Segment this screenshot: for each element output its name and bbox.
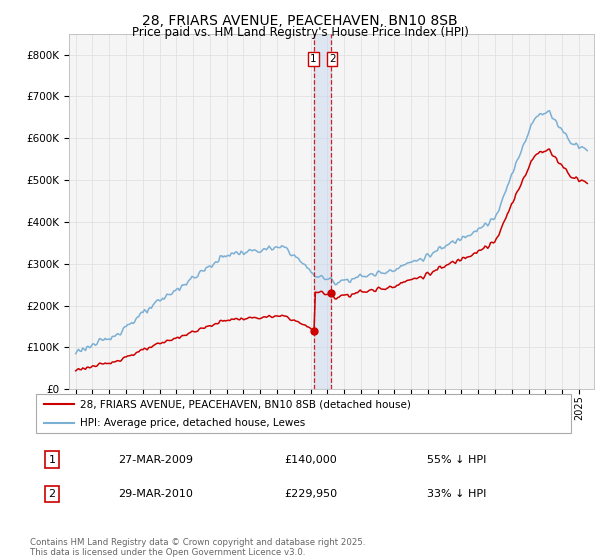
FancyBboxPatch shape bbox=[35, 394, 571, 433]
Text: 28, FRIARS AVENUE, PEACEHAVEN, BN10 8SB: 28, FRIARS AVENUE, PEACEHAVEN, BN10 8SB bbox=[142, 14, 458, 28]
Text: HPI: Average price, detached house, Lewes: HPI: Average price, detached house, Lewe… bbox=[80, 418, 305, 428]
Text: £229,950: £229,950 bbox=[284, 489, 337, 500]
Text: Price paid vs. HM Land Registry's House Price Index (HPI): Price paid vs. HM Land Registry's House … bbox=[131, 26, 469, 39]
Text: 1: 1 bbox=[49, 455, 56, 465]
Text: 55% ↓ HPI: 55% ↓ HPI bbox=[427, 455, 487, 465]
Text: 33% ↓ HPI: 33% ↓ HPI bbox=[427, 489, 487, 500]
Text: 2: 2 bbox=[329, 54, 335, 64]
Text: £140,000: £140,000 bbox=[284, 455, 337, 465]
Text: 27-MAR-2009: 27-MAR-2009 bbox=[118, 455, 193, 465]
Text: 29-MAR-2010: 29-MAR-2010 bbox=[118, 489, 193, 500]
Text: 28, FRIARS AVENUE, PEACEHAVEN, BN10 8SB (detached house): 28, FRIARS AVENUE, PEACEHAVEN, BN10 8SB … bbox=[80, 399, 410, 409]
Text: Contains HM Land Registry data © Crown copyright and database right 2025.
This d: Contains HM Land Registry data © Crown c… bbox=[30, 538, 365, 557]
Bar bbox=[314, 34, 331, 389]
Text: 2: 2 bbox=[49, 489, 56, 500]
Text: 1: 1 bbox=[310, 54, 317, 64]
